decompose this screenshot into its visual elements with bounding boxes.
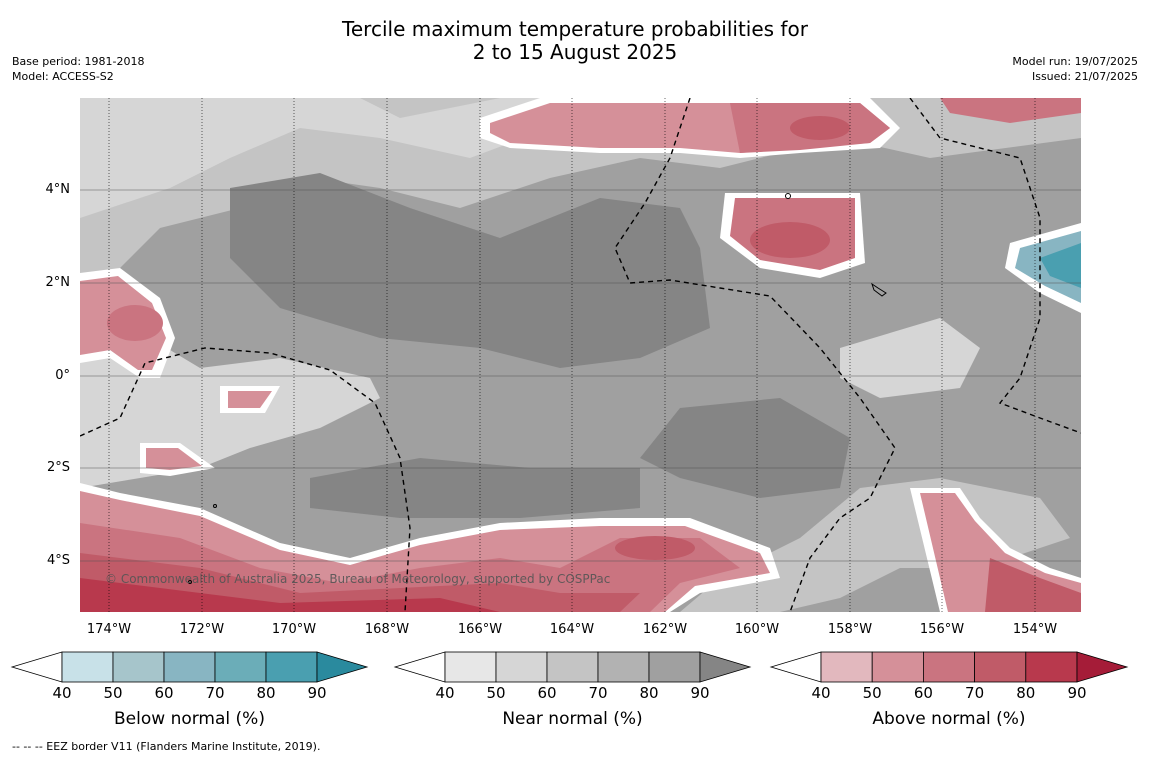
lat-label-4n: 4°N bbox=[45, 182, 71, 197]
colorbar-near-normal-tick: 60 bbox=[537, 684, 557, 702]
colorbar-near-normal-lower-extension bbox=[393, 651, 446, 683]
near-normal-90-band bbox=[310, 458, 640, 518]
colorbar-above-normal-tick: 70 bbox=[965, 684, 985, 702]
lon-label-172w: 172°W bbox=[179, 622, 225, 637]
near-normal-60-region bbox=[80, 98, 1081, 278]
colorbar-above-normal-segment bbox=[820, 651, 873, 683]
colorbar-below-normal-segment bbox=[112, 651, 165, 683]
map-title: Tercile maximum temperature probabilitie… bbox=[0, 18, 1150, 64]
colorbar-below-normal-tick: 70 bbox=[205, 684, 225, 702]
lon-label-168w: 168°W bbox=[364, 622, 410, 637]
colorbar-above-normal-segment bbox=[974, 651, 1027, 683]
colorbar-above-normal-upper-extension bbox=[1076, 651, 1129, 683]
meta-left: Base period: 1981-2018 Model: ACCESS-S2 bbox=[12, 54, 144, 84]
near-normal-50-region bbox=[80, 98, 580, 218]
colorbar-near-normal-tick: 40 bbox=[435, 684, 455, 702]
colorbar-above-normal-tick: 60 bbox=[913, 684, 933, 702]
colorbar-below-normal-segment bbox=[61, 651, 114, 683]
lat-label-0: 0° bbox=[55, 368, 70, 383]
colorbar-below-normal-tick: 50 bbox=[103, 684, 123, 702]
colorbar-below-normal-tick: 80 bbox=[256, 684, 276, 702]
colorbar-near-normal-segment bbox=[648, 651, 701, 683]
colorbar-above-normal bbox=[769, 651, 1129, 683]
lon-label-160w: 160°W bbox=[734, 622, 780, 637]
lon-label-164w: 164°W bbox=[549, 622, 595, 637]
colorbar-above-normal-tick: 50 bbox=[862, 684, 882, 702]
colorbar-near-normal-title: Near normal (%) bbox=[502, 709, 643, 729]
lon-label-170w: 170°W bbox=[271, 622, 317, 637]
map-frame bbox=[80, 98, 1081, 612]
colorbar-above-normal-tick: 40 bbox=[811, 684, 831, 702]
colorbar-above-normal-segment bbox=[923, 651, 976, 683]
colorbar-near-normal-segment bbox=[546, 651, 599, 683]
colorbar-above-normal-segment bbox=[1025, 651, 1078, 683]
base-period: Base period: 1981-2018 bbox=[12, 55, 145, 68]
lon-label-154w: 154°W bbox=[1012, 622, 1058, 637]
meta-right: Model run: 19/07/2025 Issued: 21/07/2025 bbox=[1012, 54, 1138, 84]
colorbar-near-normal-tick: 80 bbox=[639, 684, 659, 702]
colorbar-below-normal-segment bbox=[163, 651, 216, 683]
title-line-1: Tercile maximum temperature probabilitie… bbox=[342, 17, 808, 41]
colorbar-above-normal-lower-extension bbox=[769, 651, 822, 683]
above-normal-patch bbox=[228, 391, 272, 408]
above-normal-sw-patch bbox=[146, 448, 202, 470]
lon-label-174w: 174°W bbox=[86, 622, 132, 637]
lat-label-4s: 4°S bbox=[46, 553, 70, 568]
title-line-2: 2 to 15 August 2025 bbox=[472, 40, 678, 64]
colorbar-above-normal-tick: 90 bbox=[1067, 684, 1087, 702]
islands bbox=[188, 193, 887, 584]
colorbar-near-normal bbox=[393, 651, 752, 683]
copyright-text: © Commonwealth of Australia 2025, Bureau… bbox=[105, 572, 610, 586]
colorbar-below-normal-title: Below normal (%) bbox=[114, 709, 265, 729]
model-run: Model run: 19/07/2025 bbox=[1012, 55, 1138, 68]
above-normal-southeast-core bbox=[985, 558, 1081, 612]
lon-label-158w: 158°W bbox=[827, 622, 873, 637]
eez-footnote: -- -- -- EEZ border V11 (Flanders Marine… bbox=[12, 740, 321, 753]
probability-map: © Commonwealth of Australia 2025, Bureau… bbox=[80, 98, 1081, 612]
near-normal-90-south bbox=[640, 398, 850, 498]
below-normal-east-core bbox=[1040, 243, 1081, 288]
above-normal-west-core bbox=[107, 305, 163, 341]
colorbar-near-normal-segment bbox=[495, 651, 548, 683]
above-normal-north-peak bbox=[790, 116, 850, 140]
colorbar-near-normal-tick: 50 bbox=[486, 684, 506, 702]
above-normal-south-peak bbox=[615, 536, 695, 560]
colorbar-below-normal-tick: 40 bbox=[52, 684, 72, 702]
colorbar-near-normal-tick: 70 bbox=[588, 684, 608, 702]
lon-label-162w: 162°W bbox=[642, 622, 688, 637]
near-normal-90-core bbox=[230, 173, 710, 368]
colorbar-near-normal-tick: 90 bbox=[690, 684, 710, 702]
colorbar-below-normal-upper-extension bbox=[316, 651, 369, 683]
near-normal-east-light bbox=[840, 318, 980, 398]
colorbar-below-normal-segment bbox=[265, 651, 318, 683]
above-normal-blob-peak bbox=[750, 222, 830, 258]
colorbar-below-normal-segment bbox=[214, 651, 267, 683]
colorbar-near-normal-segment bbox=[597, 651, 650, 683]
above-normal-south-90 bbox=[80, 578, 500, 612]
colorbar-below-normal-tick: 60 bbox=[154, 684, 174, 702]
model-name: Model: ACCESS-S2 bbox=[12, 70, 114, 83]
lon-label-156w: 156°W bbox=[919, 622, 965, 637]
colorbar-below-normal bbox=[10, 651, 369, 683]
colorbar-above-normal-title: Above normal (%) bbox=[872, 709, 1026, 729]
lat-label-2s: 2°S bbox=[46, 460, 70, 475]
colorbars bbox=[10, 651, 1129, 683]
latitude-lines bbox=[80, 189, 1081, 562]
eez-borders bbox=[80, 98, 1081, 612]
colorbar-near-normal-segment bbox=[444, 651, 497, 683]
above-normal-northeast bbox=[940, 98, 1081, 123]
colorbar-below-normal-tick: 90 bbox=[307, 684, 327, 702]
colorbar-above-normal-tick: 80 bbox=[1016, 684, 1036, 702]
colorbar-below-normal-lower-extension bbox=[10, 651, 63, 683]
issued-date: Issued: 21/07/2025 bbox=[1031, 70, 1138, 83]
lat-label-2n: 2°N bbox=[45, 275, 71, 290]
lon-label-166w: 166°W bbox=[457, 622, 503, 637]
colorbar-near-normal-upper-extension bbox=[699, 651, 752, 683]
colorbar-above-normal-segment bbox=[871, 651, 924, 683]
